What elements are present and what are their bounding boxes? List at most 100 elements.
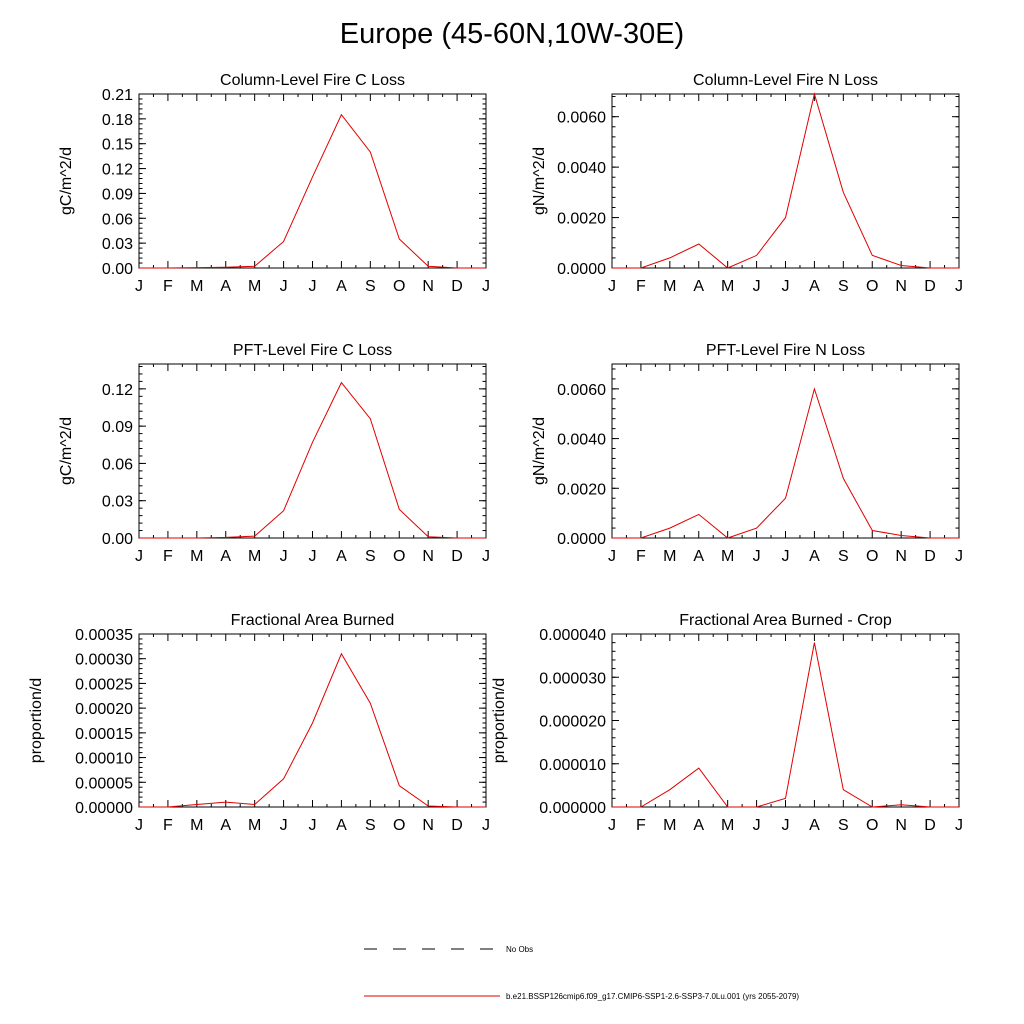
- x-tick-label: A: [220, 548, 231, 565]
- x-tick-label: M: [663, 278, 676, 295]
- x-tick-label: J: [280, 817, 288, 834]
- chart-title: Column-Level Fire N Loss: [693, 72, 878, 89]
- x-tick-label: M: [721, 278, 734, 295]
- y-tick-label: 0.06: [102, 211, 133, 228]
- x-tick-label: M: [248, 548, 261, 565]
- x-tick-label: J: [482, 278, 490, 295]
- y-axis-label: proportion/d: [28, 678, 45, 763]
- y-tick-label: 0.00015: [75, 726, 133, 743]
- x-tick-label: J: [955, 278, 963, 295]
- x-tick-label: J: [482, 548, 490, 565]
- series-line: [612, 642, 959, 808]
- y-tick-label: 0.18: [102, 112, 133, 129]
- x-tick-label: S: [365, 548, 376, 565]
- x-tick-label: N: [895, 817, 907, 834]
- plot-frame: [138, 633, 487, 808]
- x-tick-label: A: [220, 278, 231, 295]
- series-line: [139, 381, 486, 539]
- y-tick-label: 0.0040: [557, 160, 606, 177]
- y-tick-label: 0.0020: [557, 481, 606, 498]
- x-tick-label: M: [663, 817, 676, 834]
- x-tick-label: O: [866, 817, 878, 834]
- y-tick-label: 0.00: [102, 531, 133, 548]
- series-line: [139, 652, 486, 808]
- y-axis-label: gC/m^2/d: [58, 417, 75, 485]
- x-tick-label: J: [482, 817, 490, 834]
- plot-frame: [138, 363, 487, 539]
- legend: No Obs b.e21.BSSP126cmip6.f09_g17.CMIP6-S…: [364, 945, 799, 1001]
- x-tick-label: J: [753, 548, 761, 565]
- x-tick-label: J: [280, 548, 288, 565]
- x-tick-label: N: [422, 817, 434, 834]
- x-tick-label: S: [838, 548, 849, 565]
- y-tick-label: 0.21: [102, 87, 133, 104]
- x-tick-label: J: [782, 548, 790, 565]
- x-tick-label: F: [163, 817, 173, 834]
- x-tick-label: J: [955, 817, 963, 834]
- x-tick-label: N: [422, 278, 434, 295]
- y-tick-label: 0.09: [102, 419, 133, 436]
- x-tick-label: D: [451, 817, 463, 834]
- x-tick-label: J: [608, 278, 616, 295]
- x-tick-label: F: [636, 817, 646, 834]
- y-tick-label: 0.000030: [539, 670, 606, 687]
- y-tick-label: 0.06: [102, 456, 133, 473]
- y-tick-label: 0.0000: [557, 261, 606, 278]
- x-tick-label: A: [809, 817, 820, 834]
- y-tick-label: 0.12: [102, 162, 133, 179]
- x-tick-label: D: [924, 817, 936, 834]
- x-tick-label: J: [135, 817, 143, 834]
- x-tick-label: A: [220, 817, 231, 834]
- y-tick-label: 0.000000: [539, 800, 606, 817]
- x-tick-label: O: [393, 278, 405, 295]
- x-tick-label: S: [838, 817, 849, 834]
- y-axis-label: gC/m^2/d: [58, 147, 75, 215]
- chart-title: Column-Level Fire C Loss: [220, 72, 405, 89]
- x-tick-label: N: [422, 548, 434, 565]
- series-line: [612, 387, 959, 539]
- x-tick-label: J: [309, 817, 317, 834]
- x-tick-label: D: [451, 278, 463, 295]
- chart-title: PFT-Level Fire C Loss: [233, 342, 392, 359]
- x-tick-label: J: [309, 548, 317, 565]
- y-tick-label: 0.0060: [557, 382, 606, 399]
- x-tick-label: J: [135, 278, 143, 295]
- x-tick-label: M: [248, 817, 261, 834]
- x-tick-label: M: [190, 278, 203, 295]
- plot-frame: [611, 633, 960, 808]
- x-tick-label: J: [753, 278, 761, 295]
- y-tick-label: 0.0040: [557, 432, 606, 449]
- x-tick-label: M: [721, 817, 734, 834]
- x-tick-label: A: [336, 817, 347, 834]
- x-tick-label: N: [895, 278, 907, 295]
- x-tick-label: M: [190, 548, 203, 565]
- y-tick-label: 0.000020: [539, 714, 606, 731]
- x-tick-label: O: [393, 548, 405, 565]
- x-tick-label: A: [809, 278, 820, 295]
- x-tick-label: A: [693, 548, 704, 565]
- x-tick-label: O: [393, 817, 405, 834]
- x-tick-label: J: [753, 817, 761, 834]
- x-tick-label: O: [866, 548, 878, 565]
- y-tick-label: 0.12: [102, 382, 133, 399]
- y-tick-label: 0.15: [102, 137, 133, 154]
- x-tick-label: J: [309, 278, 317, 295]
- x-tick-label: D: [924, 278, 936, 295]
- x-tick-label: M: [248, 278, 261, 295]
- x-tick-label: S: [365, 817, 376, 834]
- y-tick-label: 0.00010: [75, 751, 133, 768]
- series-line: [612, 92, 959, 269]
- x-tick-label: J: [782, 817, 790, 834]
- y-tick-label: 0.000010: [539, 757, 606, 774]
- plot-frame: [611, 93, 960, 269]
- x-tick-label: J: [608, 817, 616, 834]
- series-line: [139, 113, 486, 269]
- y-tick-label: 0.00005: [75, 775, 133, 792]
- y-tick-label: 0.0020: [557, 211, 606, 228]
